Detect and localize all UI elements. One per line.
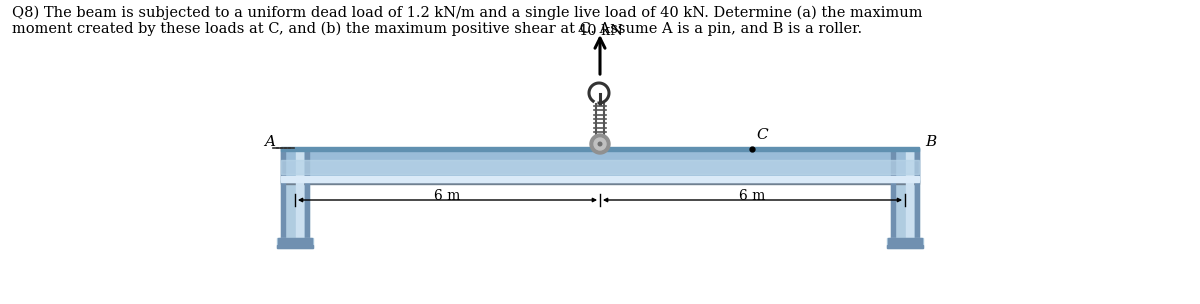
Bar bbox=[277, 245, 313, 248]
Bar bbox=[887, 238, 923, 248]
Bar bbox=[281, 147, 919, 151]
Text: 6 m: 6 m bbox=[739, 189, 766, 203]
Bar bbox=[281, 176, 919, 182]
Bar bbox=[890, 148, 919, 238]
Bar bbox=[281, 148, 919, 182]
Bar bbox=[296, 148, 304, 238]
Bar bbox=[281, 148, 310, 238]
Text: Q8) The beam is subjected to a uniform dead load of 1.2 kN/m and a single live l: Q8) The beam is subjected to a uniform d… bbox=[12, 6, 923, 20]
Bar bbox=[278, 238, 312, 244]
Text: A: A bbox=[264, 135, 275, 149]
Bar bbox=[281, 180, 919, 184]
Bar bbox=[887, 245, 923, 248]
Circle shape bbox=[594, 138, 606, 150]
Text: moment created by these loads at C, and (b) the maximum positive shear at C. Ass: moment created by these loads at C, and … bbox=[12, 22, 862, 36]
Circle shape bbox=[599, 142, 601, 146]
Bar bbox=[888, 238, 922, 244]
Bar bbox=[281, 160, 919, 174]
Bar bbox=[890, 148, 895, 238]
Circle shape bbox=[590, 134, 610, 154]
Bar bbox=[277, 238, 313, 248]
Text: B: B bbox=[925, 135, 936, 149]
Bar bbox=[281, 148, 286, 238]
Text: 40 kN: 40 kN bbox=[577, 24, 623, 38]
Bar bbox=[914, 148, 919, 238]
Text: C: C bbox=[756, 128, 768, 142]
Text: 6 m: 6 m bbox=[434, 189, 460, 203]
Bar bbox=[906, 148, 913, 238]
Bar bbox=[305, 148, 310, 238]
